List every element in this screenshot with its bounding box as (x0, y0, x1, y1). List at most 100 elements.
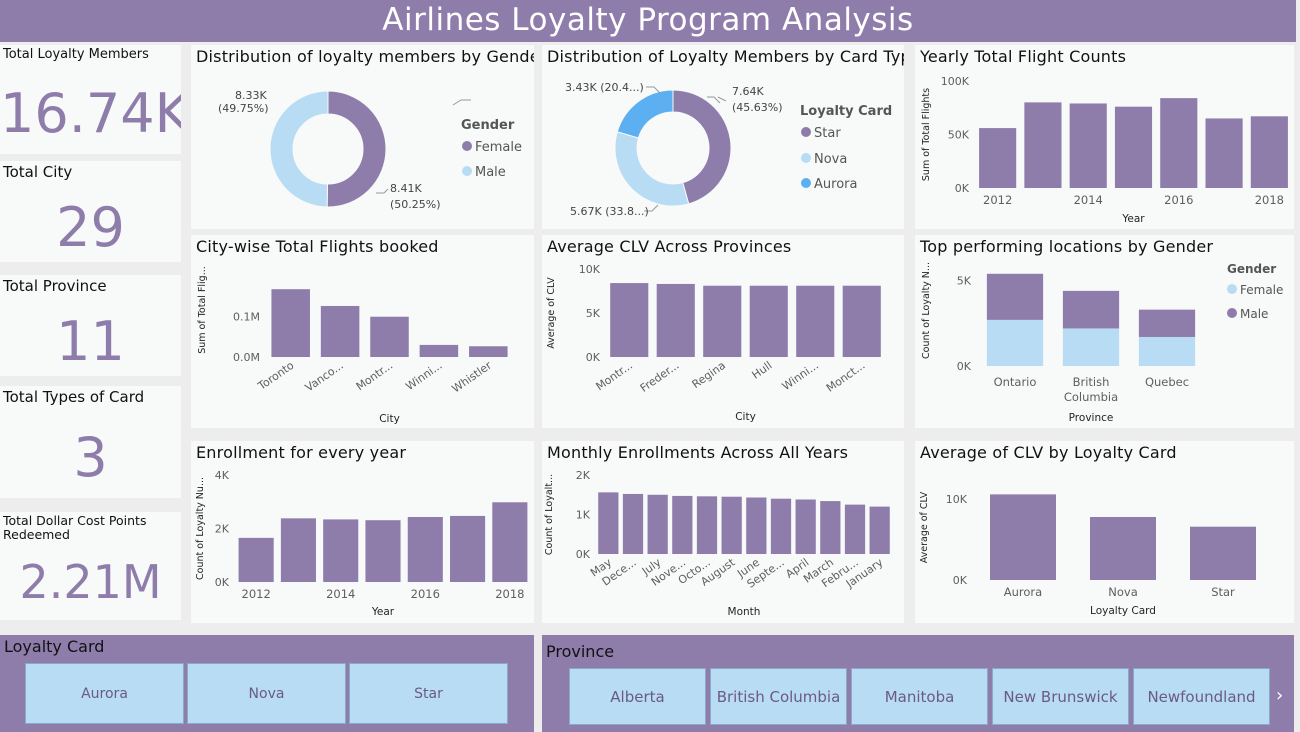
slicer-title: Loyalty Card (4, 637, 105, 656)
x-axis-label: Province (1069, 412, 1114, 424)
enrollment-year-chart: 0K 2K 4K Count of Loyalty Nu... Year 2012 2014… (195, 469, 528, 618)
x-tick-label: Vanco... (303, 359, 346, 395)
bar (610, 283, 649, 357)
y-axis-label: Count of Loyalty Nu... (195, 477, 206, 580)
bar (820, 501, 841, 554)
y-tick-label: 2K (576, 469, 591, 482)
clv-provinces-card: Average CLV Across Provinces 0K 5K 10K Aver… (542, 235, 904, 428)
x-tick-label: 2012 (983, 193, 1012, 207)
slicer-option-star[interactable]: Star (349, 663, 508, 724)
chevron-right-icon[interactable]: › (1276, 685, 1284, 706)
y-tick-label: 0K (957, 360, 972, 373)
legend-label-star: Star (814, 126, 841, 141)
bar (796, 285, 835, 357)
chart-title: Average CLV Across Provinces (547, 237, 792, 256)
bar (407, 516, 443, 582)
bar (721, 496, 742, 554)
y-tick-label: 5K (957, 275, 972, 288)
x-tick-label: Toronto (255, 359, 297, 394)
donut-slice-female (326, 90, 387, 208)
slicer-option-alberta[interactable]: Alberta (569, 668, 706, 725)
kpi-card-city: Total City 29 (0, 161, 181, 262)
x-tick-label: British (1073, 375, 1110, 389)
kpi-label: Total Types of Card (3, 388, 145, 406)
yearly-flights-card: Yearly Total Flight Counts 0K 50K 100K Sum … (915, 45, 1294, 229)
bar (365, 520, 401, 582)
slicer-option-aurora[interactable]: Aurora (25, 663, 184, 724)
slicer-option-newfoundland[interactable]: Newfoundland (1133, 668, 1270, 725)
bar (419, 344, 459, 357)
bar (1205, 118, 1243, 188)
bar (749, 285, 788, 357)
data-label-female-pct: (50.25%) (390, 198, 441, 211)
bar (1114, 106, 1153, 188)
donut-slice-star (672, 89, 732, 205)
kpi-label: Total Dollar Cost Points Redeemed (3, 513, 147, 542)
bar (844, 504, 866, 554)
x-axis-label: Month (728, 606, 761, 618)
leader-line (646, 86, 661, 94)
chart-title: Top performing locations by Gender (920, 237, 1214, 256)
chart-title: Distribution of loyalty members by Gende… (196, 47, 534, 66)
y-tick-label: 0K (955, 182, 970, 195)
slicer-title: Province (546, 642, 615, 661)
chart-title: Enrollment for every year (196, 443, 407, 462)
chart-title: Monthly Enrollments Across All Years (547, 443, 849, 462)
bar-male (986, 273, 1044, 320)
x-axis-label: City (735, 411, 756, 423)
leader-line (376, 188, 389, 194)
top-locations-card: Top performing locations by Gender Gende… (915, 235, 1294, 428)
bar (770, 498, 792, 554)
legend-marker-male (1227, 308, 1237, 318)
bar (280, 518, 316, 582)
x-tick-label: Columbia (1064, 390, 1118, 404)
kpi-value: 3 (73, 426, 108, 489)
x-tick-label: Star (1211, 585, 1235, 599)
legend-label-aurora: Aurora (814, 177, 857, 192)
kpi-value: 29 (56, 196, 125, 259)
x-tick-label: Nova (1108, 585, 1138, 599)
x-tick-label: 2018 (1255, 193, 1284, 207)
slicer-option-new-brunswick[interactable]: New Brunswick (992, 668, 1129, 725)
bar (1024, 102, 1062, 188)
x-tick-label: 2016 (411, 587, 440, 601)
bar (622, 493, 644, 554)
kpi-card-card-types: Total Types of Card 3 (0, 386, 181, 498)
x-tick-label: Montr... (354, 359, 395, 393)
bar (672, 495, 693, 554)
city-flights-chart: 0.0M 0.1M Sum of Total Flig... City Toronto V… (197, 266, 508, 425)
y-tick-label: 0K (576, 548, 591, 561)
city-flights-card: City-wise Total Flights booked 0.0M 0.1M S… (191, 235, 534, 428)
slicer-option-british-columbia[interactable]: British Columbia (710, 668, 847, 725)
donut-slice-nova (614, 131, 690, 207)
chart-title: City-wise Total Flights booked (196, 237, 439, 256)
header-bar: Airlines Loyalty Program Analysis (0, 0, 1296, 42)
x-axis-label: Year (371, 606, 395, 618)
bar (370, 316, 409, 357)
bar (323, 519, 359, 582)
legend-marker-male (462, 166, 472, 176)
bar (647, 494, 668, 554)
page-title: Airlines Loyalty Program Analysis (382, 2, 914, 38)
legend-marker-aurora (801, 178, 811, 188)
kpi-card-loyalty-members: Total Loyalty Members 16.74K (0, 45, 181, 154)
y-tick-label: 10K (946, 493, 968, 506)
bar (795, 499, 816, 554)
y-axis-label: Sum of Total Flig... (197, 266, 208, 354)
y-tick-label: 10K (579, 263, 601, 276)
data-label-aurora: 3.43K (20.4...) (565, 81, 644, 94)
chart-title: Average of CLV by Loyalty Card (920, 443, 1177, 462)
gender-donut-card: Distribution of loyalty members by Gende… (191, 45, 534, 229)
bar (979, 128, 1017, 188)
kpi-value: 11 (56, 310, 125, 373)
y-tick-label: 4K (215, 469, 230, 482)
card-type-donut-card: Distribution of Loyalty Members by Card … (542, 45, 904, 229)
bar (990, 494, 1056, 580)
bar-female (1138, 336, 1196, 366)
slicer-option-manitoba[interactable]: Manitoba (851, 668, 988, 725)
legend-marker-star (801, 127, 811, 137)
chart-title: Distribution of Loyalty Members by Card … (547, 47, 904, 66)
slicer-option-nova[interactable]: Nova (187, 663, 346, 724)
bar (703, 285, 742, 357)
bar-female (986, 319, 1044, 366)
